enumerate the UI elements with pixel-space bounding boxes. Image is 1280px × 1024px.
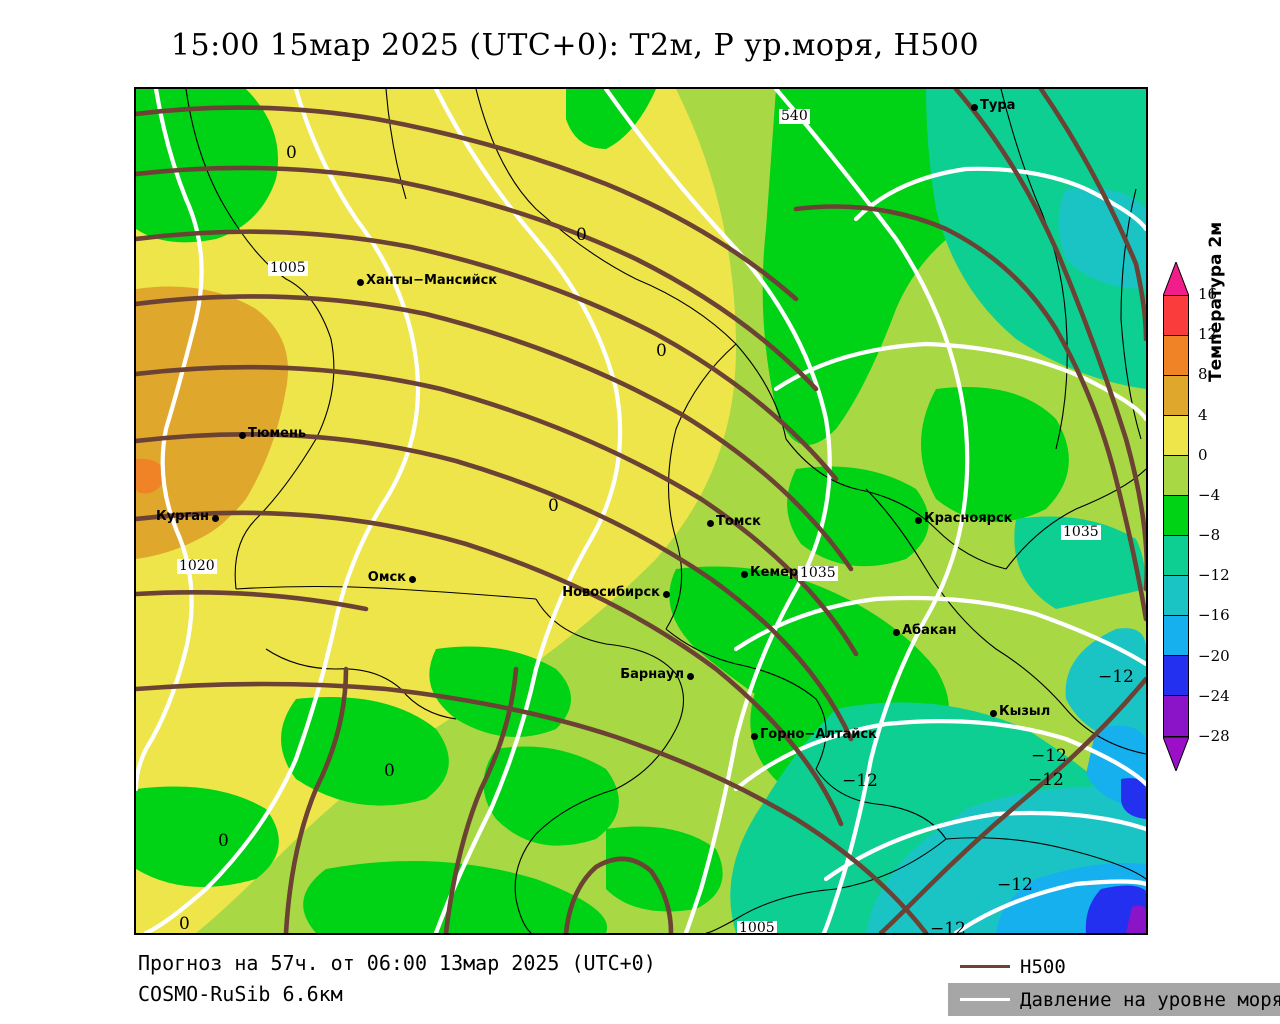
colorbar-under-arrow (1163, 737, 1189, 771)
colorbar-band (1164, 696, 1188, 736)
temperature-contour-label: 0 (179, 914, 190, 934)
colorbar-tick-label: 8 (1198, 365, 1208, 384)
colorbar-tick-label: −20 (1198, 646, 1230, 665)
page-title: 15:00 15мар 2025 (UTC+0): T2м, P ур.моря… (170, 28, 980, 63)
map-legend: H500 Давление на уровне моря (948, 950, 1280, 1016)
colorbar-axis-title: Температура 2м (1206, 221, 1226, 382)
colorbar-tick-label: −28 (1198, 727, 1230, 745)
legend-h500-label: H500 (1020, 955, 1066, 978)
temperature-contour-label: 0 (576, 225, 587, 245)
colorbar-band (1164, 456, 1188, 496)
colorbar-band (1164, 616, 1188, 656)
legend-mslp-label: Давление на уровне моря (1020, 988, 1280, 1011)
mslp-line-swatch (960, 998, 1010, 1001)
legend-row-mslp: Давление на уровне моря (948, 983, 1280, 1016)
h500-line-swatch (960, 965, 1010, 968)
contour-value-label: 1005 (737, 920, 777, 935)
city-dot (687, 673, 694, 680)
colorbar-tick-label: −12 (1198, 566, 1230, 585)
temperature-contour-label: 0 (656, 341, 667, 361)
contour-value-label: 1020 (177, 558, 217, 574)
temperature-contour-label: −12 (1031, 746, 1067, 766)
legend-row-h500: H500 (948, 950, 1280, 983)
city-dot (893, 629, 900, 636)
colorbar-tick-label: −4 (1198, 485, 1221, 504)
temperature-contour-label: −12 (1028, 770, 1064, 790)
colorbar-tick-label: 4 (1198, 405, 1208, 424)
contour-value-label: 1005 (268, 260, 308, 276)
temperature-contour-label: −12 (842, 771, 878, 791)
colorbar-over-arrow (1163, 262, 1189, 296)
contour-value-label: 540 (779, 108, 810, 124)
colorbar-tick-label: −8 (1198, 526, 1221, 545)
colorbar-band (1164, 496, 1188, 536)
colorbar-band (1164, 376, 1188, 416)
temperature-contour-label: 0 (548, 496, 559, 516)
city-dot (990, 710, 997, 717)
city-dot (707, 520, 714, 527)
temperature-contour-label: 0 (286, 143, 297, 163)
city-dot (663, 591, 670, 598)
city-dot (971, 104, 978, 111)
city-dot (409, 576, 416, 583)
colorbar-band (1164, 336, 1188, 376)
temperature-contour-label: 0 (218, 831, 229, 851)
temperature-contour-label: 0 (384, 761, 395, 781)
colorbar-tick-label: 16 (1198, 285, 1218, 303)
city-dot (751, 733, 758, 740)
colorbar-tick-label: 12 (1198, 325, 1218, 344)
city-dot (239, 432, 246, 439)
model-line: COSMO-RuSib 6.6км (138, 982, 343, 1006)
forecast-line: Прогноз на 57ч. от 06:00 13мар 2025 (UTC… (138, 951, 656, 975)
city-dot (915, 517, 922, 524)
city-dot (212, 515, 219, 522)
contour-value-label: 1035 (1061, 524, 1101, 540)
map-raster (136, 89, 1146, 933)
colorbar-band (1164, 536, 1188, 576)
temperature-contour-label: −12 (1098, 667, 1134, 687)
colorbar-band (1164, 576, 1188, 616)
temperature-contour-label: −12 (997, 875, 1033, 895)
temperature-colorbar: 16 12 8 4 0 −4 −8 −12 −16 −20 −24 −28 Температура 2… (1160, 222, 1280, 777)
colorbar-tick-label: −24 (1198, 686, 1230, 705)
colorbar-band (1164, 416, 1188, 456)
colorbar-bands (1163, 295, 1189, 737)
colorbar-tick-label: −16 (1198, 606, 1230, 625)
footer-info: Прогноз на 57ч. от 06:00 13мар 2025 (UTC… (138, 948, 656, 1010)
colorbar-band (1164, 296, 1188, 336)
colorbar-tick-label: 0 (1198, 445, 1208, 464)
city-dot (357, 279, 364, 286)
city-dot (741, 571, 748, 578)
temperature-contour-label: −12 (930, 919, 966, 935)
weather-map[interactable]: Тура Ханты−Мансийск Тюмень Курган Омск Томск Н… (134, 87, 1148, 935)
contour-value-label: 1035 (798, 565, 838, 581)
colorbar-band (1164, 656, 1188, 696)
